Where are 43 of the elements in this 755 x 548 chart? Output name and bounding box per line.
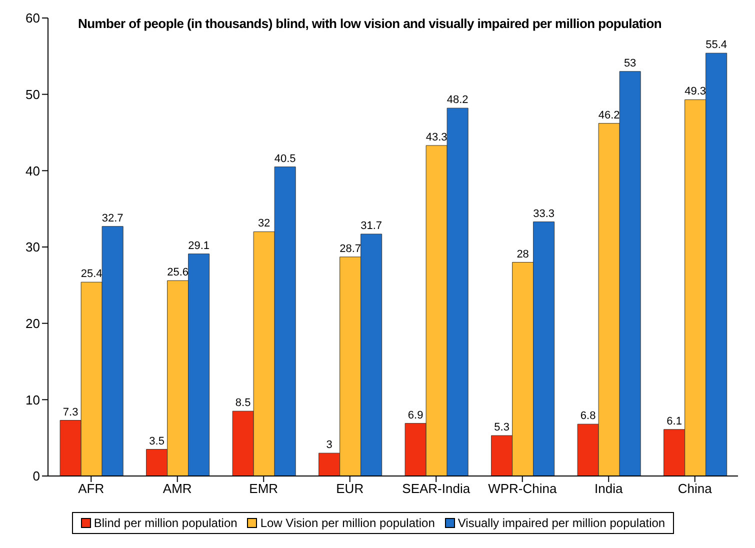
data-label: 28 xyxy=(516,248,529,260)
data-label: 48.2 xyxy=(446,94,468,106)
x-tick-label: AFR xyxy=(78,481,104,496)
y-tick-label: 40 xyxy=(26,163,40,178)
y-tick-label: 10 xyxy=(26,392,40,408)
data-label: 32 xyxy=(258,218,270,230)
data-label: 6.1 xyxy=(666,415,682,428)
legend-label: Visually impaired per million population xyxy=(456,516,666,530)
data-label: 6.9 xyxy=(408,409,424,422)
data-label: 3.5 xyxy=(149,435,164,448)
data-label: 29.1 xyxy=(188,240,210,252)
x-tick-label: SEAR-India xyxy=(402,481,471,496)
x-tick-label: EMR xyxy=(249,481,278,496)
data-label: 25.4 xyxy=(80,268,102,280)
data-label: 3 xyxy=(326,439,332,452)
data-label: 32.7 xyxy=(102,212,124,224)
x-tick-label: AMR xyxy=(162,481,192,496)
y-tick-label: 0 xyxy=(32,468,40,484)
data-label: 28.7 xyxy=(340,242,362,255)
data-label: 43.3 xyxy=(426,131,448,144)
data-label: 33.3 xyxy=(533,208,555,220)
data-label: 31.7 xyxy=(360,220,382,232)
y-tick-label: 50 xyxy=(26,86,40,102)
legend-label: Blind per million population xyxy=(92,516,238,530)
data-label: 8.5 xyxy=(235,397,251,410)
data-label: 49.3 xyxy=(684,86,706,98)
data-label: 6.8 xyxy=(580,410,596,422)
data-label: 7.3 xyxy=(62,406,78,418)
chart-title: Number of people (in thousands) blind, with low vision and visually impaired per million population xyxy=(78,16,662,31)
data-label: 55.4 xyxy=(706,39,728,52)
x-tick-label: EUR xyxy=(336,481,364,496)
legend-label: Low Vision per million population xyxy=(259,516,435,530)
data-label: 25.6 xyxy=(167,266,189,279)
data-label: 53 xyxy=(624,57,636,70)
y-tick-label: 20 xyxy=(26,316,40,331)
data-label: 5.3 xyxy=(494,422,510,434)
y-tick-label: 30 xyxy=(26,240,40,255)
x-tick-label: China xyxy=(678,481,713,496)
x-tick-label: India xyxy=(594,481,624,496)
x-tick-label: WPR-China xyxy=(488,481,558,496)
data-label: 40.5 xyxy=(274,152,296,165)
data-label: 46.2 xyxy=(598,109,620,122)
y-tick-label: 60 xyxy=(26,10,40,26)
